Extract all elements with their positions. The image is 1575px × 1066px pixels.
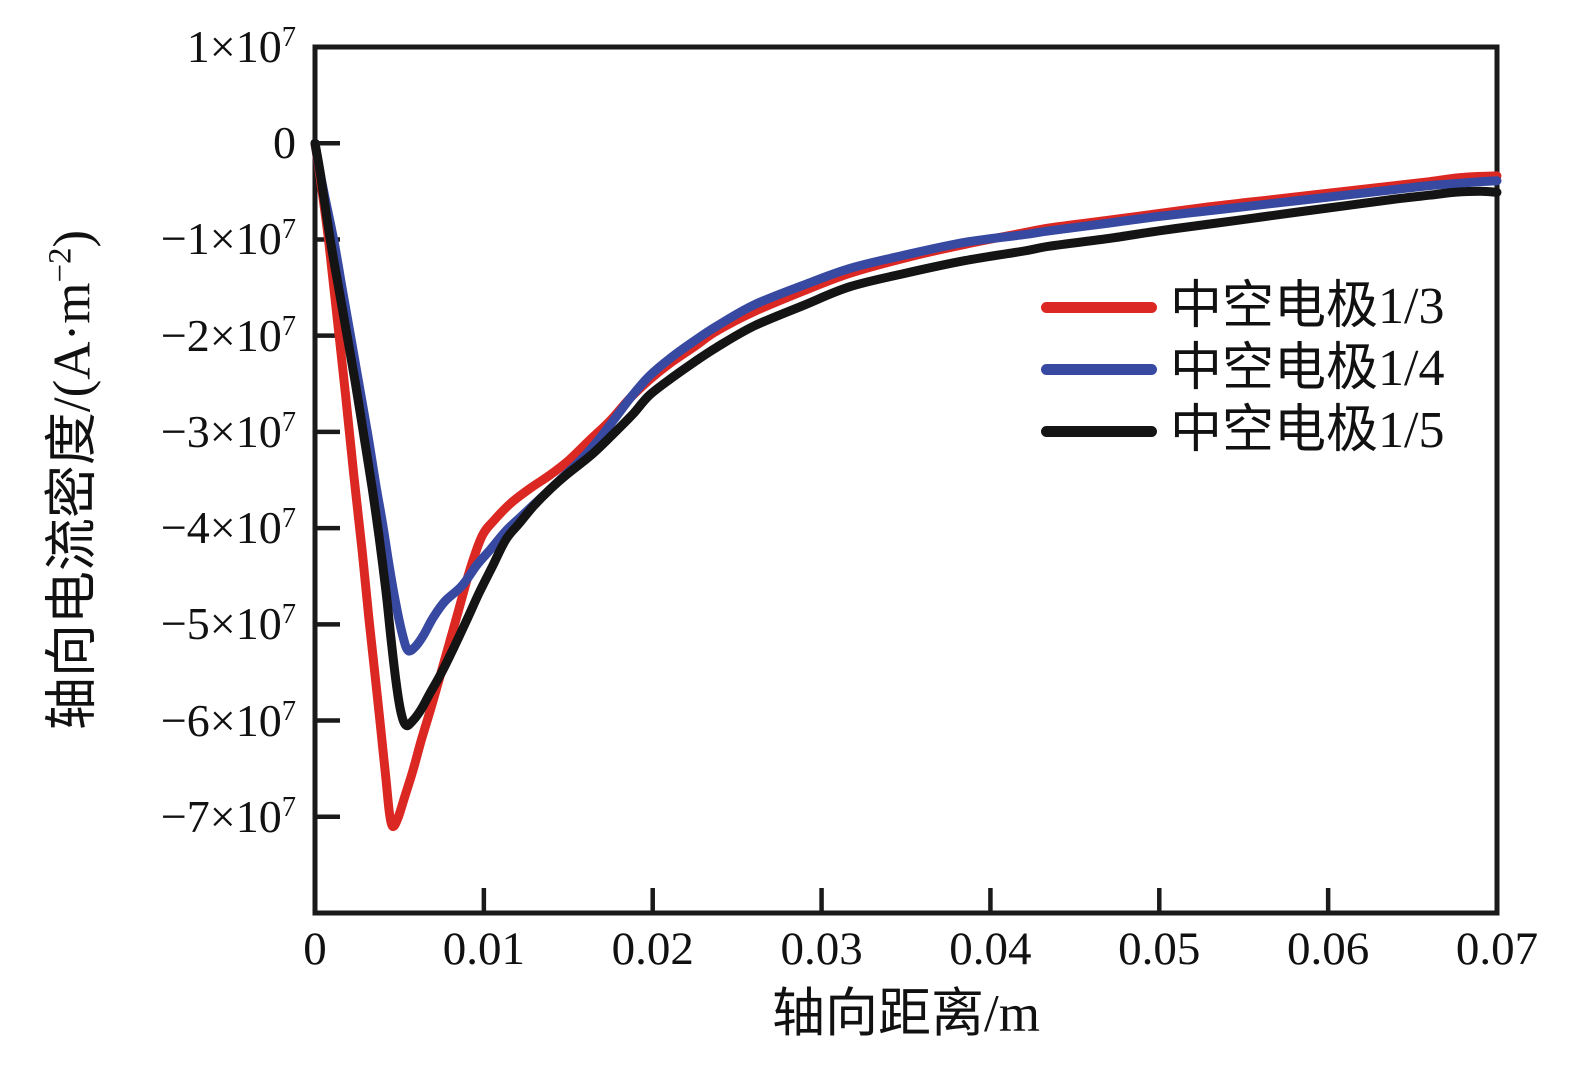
y-tick-text: −4×10 — [160, 502, 282, 554]
y-tick-exponent: 7 — [281, 599, 296, 631]
y-tick-label: −3×107 — [160, 406, 296, 458]
y-tick-exponent: 7 — [281, 406, 296, 438]
y-axis-title-text: 轴向电流密度/(A·m — [43, 282, 102, 731]
y-tick-text: −5×10 — [160, 598, 282, 650]
y-tick-text: −2×10 — [160, 309, 282, 361]
y-tick-text: −1×10 — [160, 213, 282, 265]
axes-frame — [312, 44, 1500, 916]
y-tick-label: −6×107 — [160, 694, 296, 746]
series-line-hollow-electrode-1-3 — [310, 138, 1502, 832]
y-tick-text: −7×10 — [160, 790, 282, 842]
legend-label: 中空电极1/5 — [1170, 402, 1445, 459]
legend-line-black — [1041, 425, 1157, 437]
y-tick-label: −2×107 — [160, 309, 296, 361]
y-tick-exponent: 7 — [281, 310, 296, 342]
y-tick-exponent: 7 — [281, 791, 296, 823]
x-tick-label: 0.02 — [611, 923, 694, 975]
x-tick-label: 0.05 — [1118, 923, 1201, 975]
x-tick-label: 0.06 — [1287, 923, 1370, 975]
legend-item-hollow-electrode-1-4: 中空电极1/4 — [1041, 343, 1444, 395]
legend-line-blue — [1041, 363, 1157, 375]
series-line-hollow-electrode-1-5 — [310, 138, 1502, 731]
y-axis-title: 轴向电流密度/(A·m−2) — [42, 229, 102, 731]
y-tick-label: −1×107 — [160, 213, 296, 265]
y-tick-label: 1×107 — [186, 21, 296, 73]
y-axis-title-close: ) — [43, 229, 102, 248]
x-tick-label: 0 — [303, 923, 327, 975]
x-tick-label: 0.04 — [949, 923, 1032, 975]
y-tick-text: 0 — [273, 117, 296, 169]
y-tick-exponent: 7 — [281, 214, 296, 246]
y-tick-label: −5×107 — [160, 598, 296, 650]
legend-line-red — [1041, 301, 1157, 313]
y-tick-exponent: 7 — [281, 695, 296, 727]
series-line-hollow-electrode-1-4 — [310, 138, 1502, 656]
legend-item-hollow-electrode-1-3: 中空电极1/3 — [1041, 281, 1444, 333]
legend-label: 中空电极1/3 — [1170, 278, 1445, 335]
x-tick-label: 0.07 — [1455, 923, 1539, 975]
y-axis-title-exponent: −2 — [42, 247, 79, 283]
x-tick-label: 0.03 — [780, 923, 863, 975]
y-tick-exponent: 7 — [281, 21, 296, 53]
y-tick-exponent: 7 — [281, 502, 296, 534]
y-tick-label: −4×107 — [160, 502, 296, 554]
x-tick-label: 0.01 — [442, 923, 525, 975]
y-tick-text: −3×10 — [160, 406, 282, 458]
y-tick-label: 0 — [273, 120, 296, 166]
x-axis-title: 轴向距离/m — [772, 985, 1040, 1043]
legend-item-hollow-electrode-1-5: 中空电极1/5 — [1041, 405, 1444, 457]
y-tick-text: 1×10 — [186, 21, 282, 73]
y-tick-text: −6×10 — [160, 694, 282, 746]
legend-label: 中空电极1/4 — [1170, 340, 1445, 397]
y-tick-label: −7×107 — [160, 790, 296, 842]
